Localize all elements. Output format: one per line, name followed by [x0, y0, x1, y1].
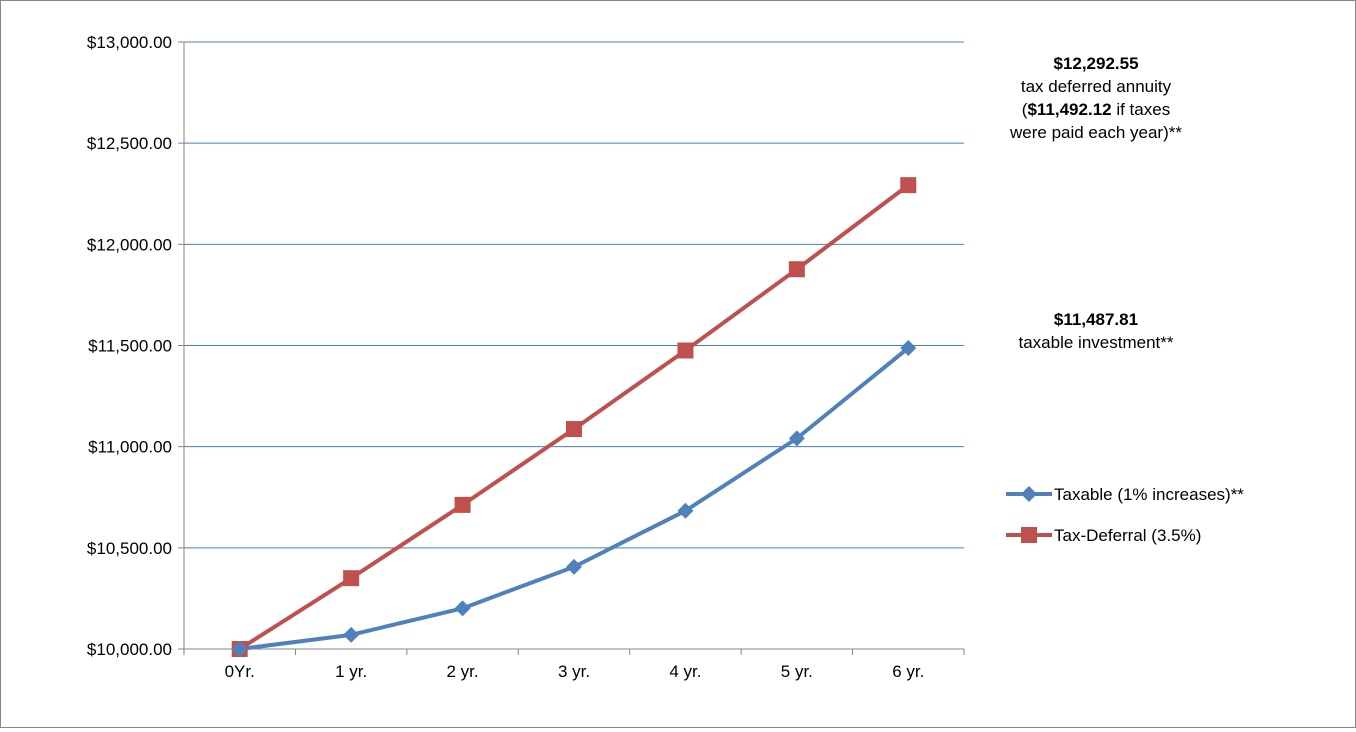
- x-tick-label: 0Yr.: [225, 662, 255, 681]
- annotation-line: taxable investment**: [1019, 333, 1174, 352]
- x-tick-label: 6 yr.: [892, 662, 924, 681]
- annotation-text: if taxes: [1112, 100, 1171, 119]
- legend-marker: [1021, 527, 1037, 543]
- legend[interactable]: Taxable (1% increases)** Tax-Deferral (3.…: [1006, 485, 1244, 545]
- data-point: [677, 502, 694, 519]
- annotation-line: ($11,492.12 if taxes: [1022, 100, 1170, 119]
- x-tick-label: 2 yr.: [447, 662, 479, 681]
- data-point: [677, 342, 694, 359]
- data-point: [566, 558, 582, 575]
- x-tick-labels: 0Yr. 1 yr. 2 yr. 3 yr. 4 yr. 5 yr. 6 yr.: [225, 662, 925, 681]
- annotation-value: $12,292.55: [1053, 54, 1138, 73]
- series-lines: [238, 183, 910, 651]
- axes: [178, 41, 965, 655]
- annotations: $12,292.55 tax deferred annuity ($11,492.1…: [1009, 54, 1182, 352]
- annotation-1: $11,487.81 taxable investment**: [1019, 310, 1174, 352]
- data-point: [788, 430, 805, 447]
- annotation-text: were paid each year)**: [1009, 123, 1182, 142]
- y-tick-label: $12,500.00: [87, 134, 172, 153]
- data-point: [454, 496, 471, 513]
- legend-label: Tax-Deferral (3.5%): [1054, 526, 1201, 545]
- x-tick-label: 4 yr.: [669, 662, 701, 681]
- series-line-0: [239, 346, 910, 651]
- legend-label: Taxable (1% increases)**: [1054, 485, 1244, 504]
- data-point: [788, 261, 805, 278]
- y-tick-labels: $10,000.00 $10,500.00 $11,000.00 $11,500.00…: [87, 33, 172, 659]
- x-tick-label: 5 yr.: [781, 662, 813, 681]
- data-point: [231, 641, 248, 657]
- annotation-value: $11,487.81: [1054, 310, 1138, 329]
- annotation-text: (: [1022, 100, 1028, 119]
- data-point: [454, 600, 471, 617]
- annotation-line: $11,487.81: [1054, 310, 1138, 329]
- y-tick-label: $13,000.00: [87, 33, 172, 52]
- y-tick-label: $10,000.00: [87, 640, 172, 659]
- series-markers: [231, 177, 917, 657]
- annotation-value: $11,492.12: [1027, 100, 1111, 119]
- gridlines: [184, 41, 964, 549]
- data-point: [566, 421, 582, 438]
- y-tick-label: $11,500.00: [88, 337, 172, 356]
- series-line-1: [238, 183, 910, 651]
- legend-marker: [1021, 486, 1037, 502]
- annotation-text: taxable investment**: [1019, 333, 1174, 352]
- annotation-0: $12,292.55 tax deferred annuity ($11,492.1…: [1009, 54, 1182, 142]
- x-tick-label: 1 yr.: [335, 662, 367, 681]
- data-point: [343, 626, 360, 643]
- x-tick-label: 3 yr.: [558, 662, 590, 681]
- annotation-line: $12,292.55: [1053, 54, 1138, 73]
- legend-entry-0[interactable]: Taxable (1% increases)**: [1006, 485, 1244, 504]
- data-point: [343, 570, 360, 587]
- data-point: [900, 177, 917, 194]
- annotation-line: tax deferred annuity: [1021, 77, 1172, 96]
- y-tick-label: $12,000.00: [87, 235, 172, 254]
- annotation-line: were paid each year)**: [1009, 123, 1182, 142]
- y-tick-label: $10,500.00: [87, 539, 172, 558]
- annotation-text: tax deferred annuity: [1021, 77, 1172, 96]
- y-tick-label: $11,000.00: [88, 438, 172, 457]
- legend-entry-1[interactable]: Tax-Deferral (3.5%): [1006, 526, 1201, 545]
- data-point: [900, 339, 917, 356]
